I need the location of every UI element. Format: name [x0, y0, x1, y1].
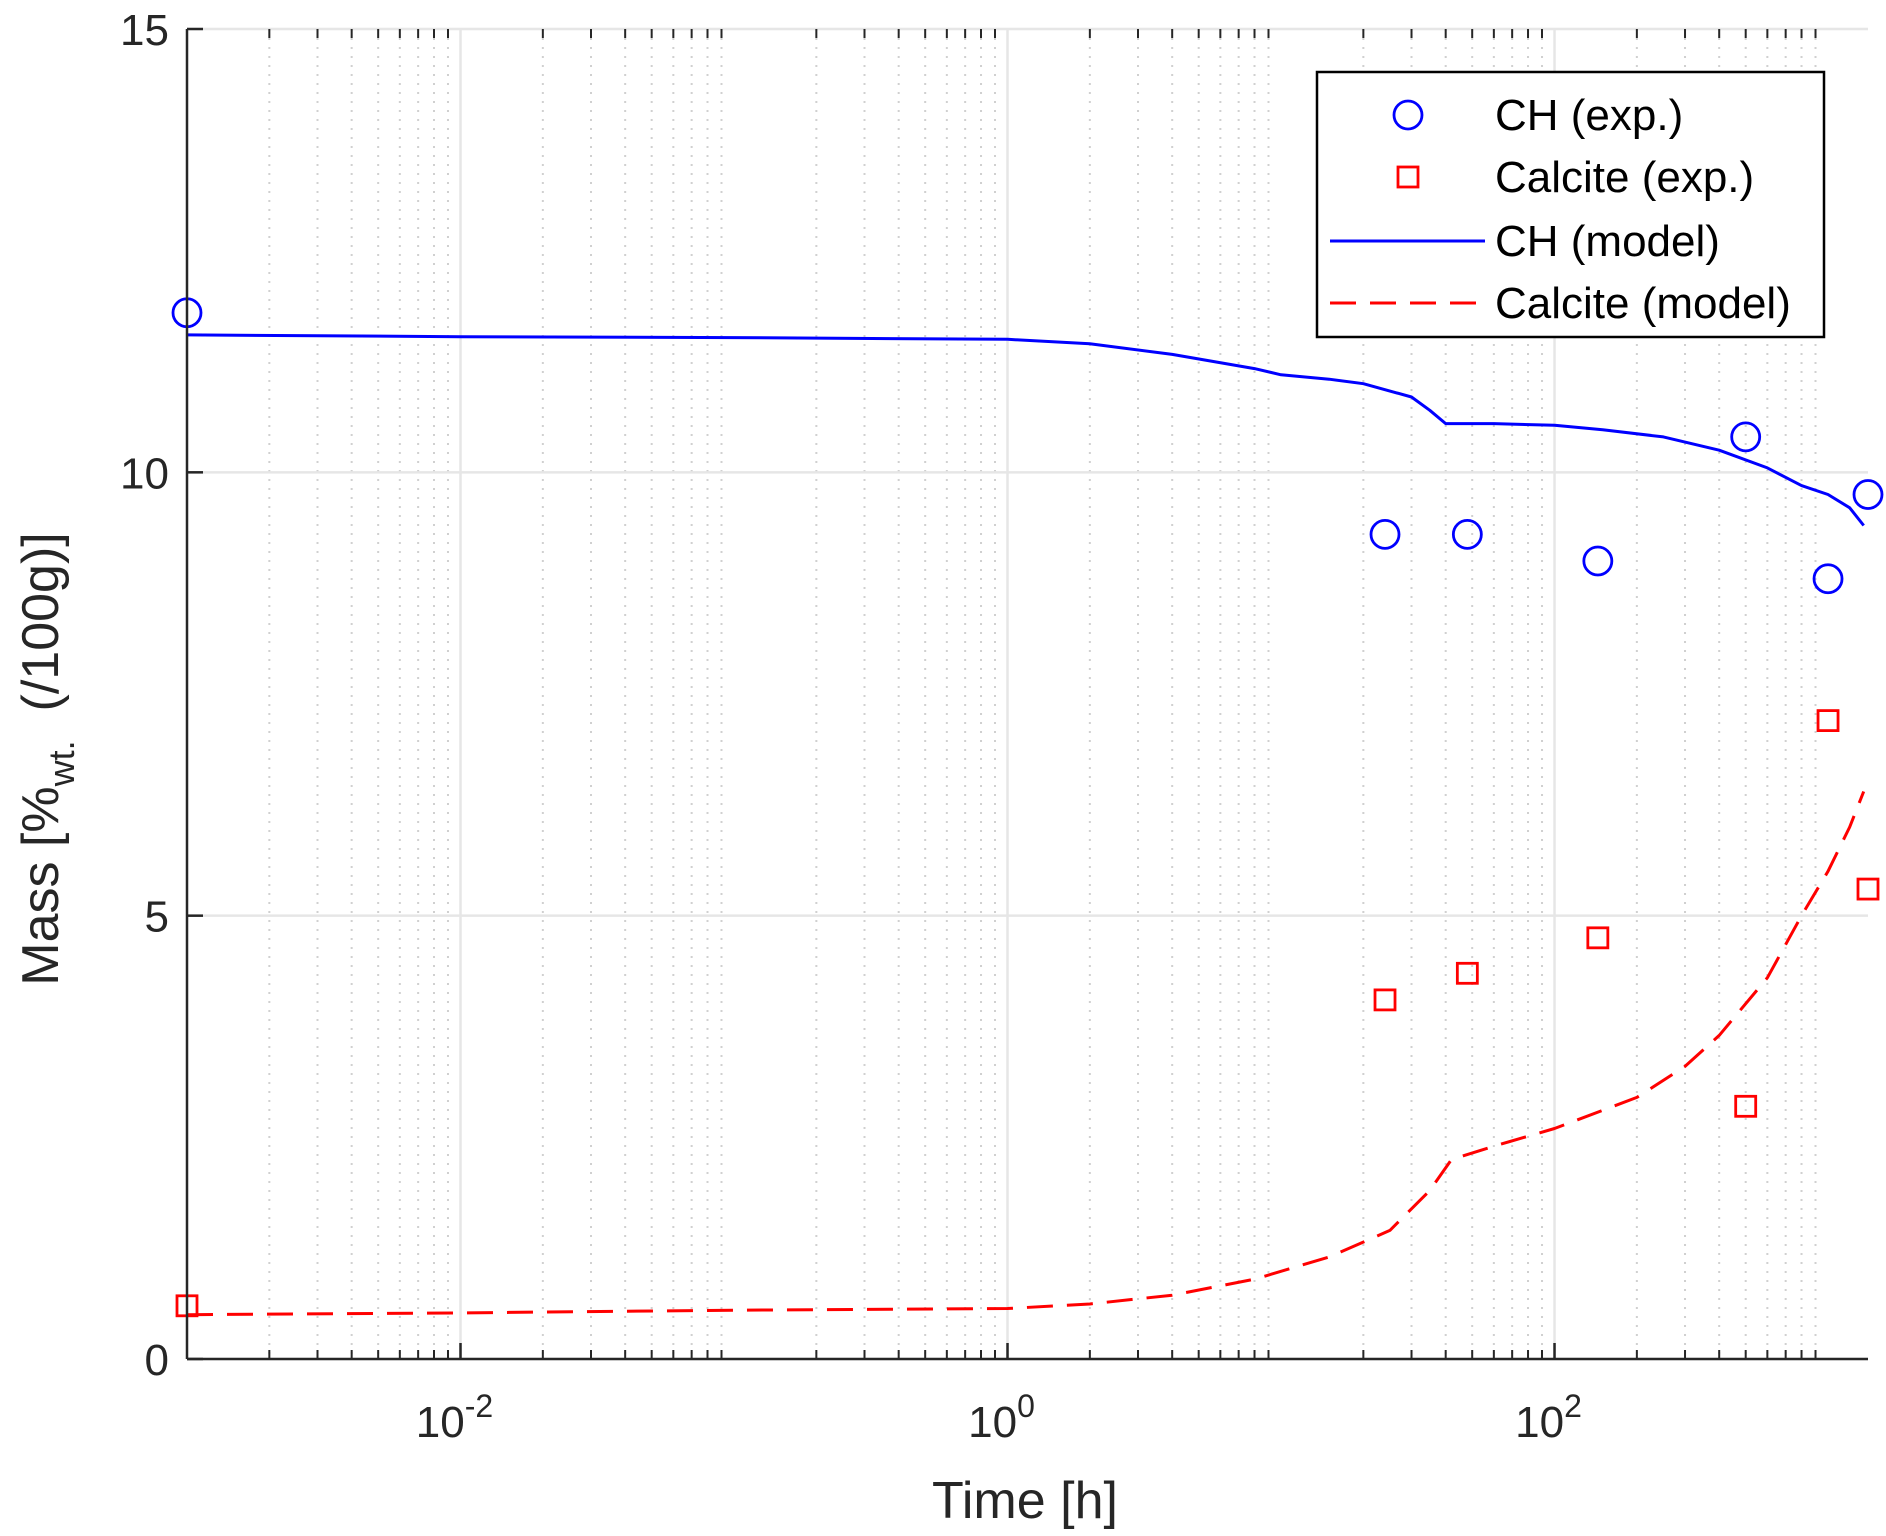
- ch-exp-marker: [1730, 421, 1762, 453]
- y-axis-label-subscript: wt.: [41, 740, 82, 787]
- calcite-exp-marker: [1455, 961, 1479, 985]
- x-tick-base: 10: [968, 1398, 1017, 1447]
- y-axis-label: Mass [%wt. (/100g)]: [12, 532, 82, 986]
- ch-exp-marker: [1369, 519, 1401, 550]
- legend-box: [1315, 70, 1826, 339]
- x-tick-base: 10: [1515, 1398, 1564, 1447]
- x-tick-exponent: 2: [1564, 1388, 1582, 1424]
- axes: [185, 27, 1868, 1361]
- y-tick-label: 5: [145, 893, 169, 942]
- y-tick-label: 15: [120, 6, 169, 55]
- calcite-exp-marker: [1816, 709, 1840, 732]
- minor-grid: [268, 29, 1817, 1359]
- y-axis-label-suffix: (/100g)]: [12, 532, 70, 740]
- x-tick-base: 10: [416, 1398, 465, 1447]
- y-tick-label: 0: [145, 1336, 169, 1385]
- calcite-exp-marker: [1734, 1094, 1758, 1118]
- legend-swatch-ch-exp: [1392, 99, 1424, 131]
- ch-exp-marker: [1812, 563, 1844, 595]
- legend-label-ch-exp: CH (exp.): [1495, 91, 1683, 140]
- legend-label-calcite-exp: Calcite (exp.): [1495, 153, 1754, 202]
- x-tick-label: 10-2: [416, 1388, 493, 1447]
- ch-exp-marker: [1582, 545, 1614, 577]
- legend-label-calcite-model: Calcite (model): [1495, 279, 1791, 328]
- ch-exp-marker: [1852, 479, 1884, 510]
- calcite-exp-marker: [1373, 988, 1397, 1012]
- legend-label-ch-model: CH (model): [1495, 217, 1720, 266]
- y-tick-label: 10: [120, 449, 169, 498]
- calcite-exp-marker: [1586, 926, 1610, 950]
- y-axis-label-prefix: Mass [%: [12, 786, 70, 985]
- legend-swatch-calcite-exp: [1396, 165, 1420, 189]
- model-lines: [187, 333, 1866, 1317]
- x-tick-label: 102: [1515, 1388, 1582, 1447]
- ch-model-line: [187, 333, 1865, 527]
- ch-exp-marker: [1451, 519, 1483, 550]
- x-tick-exponent: -2: [465, 1388, 493, 1424]
- calcite-exp-marker: [1856, 877, 1880, 901]
- x-tick-label: 100: [968, 1388, 1035, 1447]
- x-tick-exponent: 0: [1017, 1388, 1035, 1424]
- x-axis-label: Time [h]: [932, 1472, 1118, 1530]
- legend: CH (exp.) Calcite (exp.) CH (model) Calcite…: [1315, 70, 1826, 339]
- calcite-model-line: [187, 790, 1866, 1317]
